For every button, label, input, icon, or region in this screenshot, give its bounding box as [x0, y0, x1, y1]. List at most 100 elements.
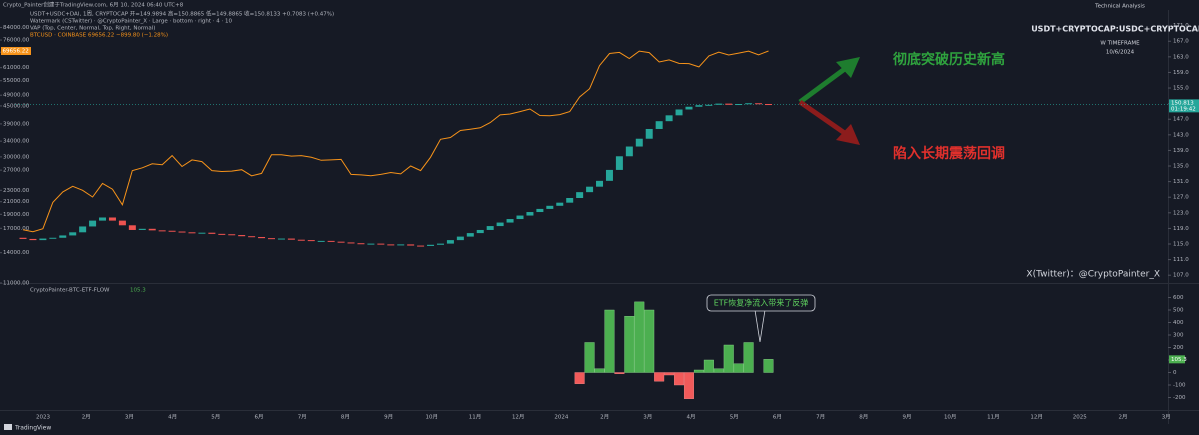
- x-tick-label: 8月: [859, 414, 868, 421]
- candle: [287, 238, 295, 240]
- y-tick-label: 115.0: [1173, 242, 1189, 248]
- candle: [586, 186, 594, 193]
- y2-tick-label: 55000.00: [3, 78, 30, 84]
- last-value-badge: [1169, 355, 1185, 364]
- candle: [436, 243, 444, 245]
- bar: [713, 368, 724, 373]
- y2-tick-label: 30000.00: [3, 154, 30, 160]
- candle: [516, 215, 524, 220]
- y-tick-label: 111.0: [1173, 257, 1189, 263]
- y-tick-label: 0: [1173, 370, 1177, 376]
- legend: BTCUSD · COINBASE: [30, 33, 87, 39]
- candle: [347, 242, 355, 244]
- y-tick-label: 200: [1173, 345, 1184, 351]
- candle: [69, 232, 77, 236]
- y-tick-label: 135.0: [1173, 164, 1189, 170]
- x-tick-label: 10月: [944, 414, 957, 421]
- legend: CryptoPainter-BTC-ETF-FLOW: [30, 288, 110, 294]
- x-tick-label: 7月: [816, 414, 825, 421]
- candle: [387, 244, 395, 246]
- y2-tick-label: 21000.00: [3, 199, 30, 205]
- candle: [715, 103, 723, 105]
- brand-logo: [4, 424, 12, 430]
- bar: [674, 372, 685, 386]
- bar: [604, 309, 615, 373]
- heading: Technical Analysis: [1094, 4, 1145, 10]
- x-tick-label: 9月: [903, 414, 912, 421]
- x-tick-label: 2023: [36, 415, 50, 421]
- y-tick-label: 139.0: [1173, 148, 1189, 154]
- y-tick-label: 300: [1173, 333, 1184, 339]
- candle: [377, 243, 385, 245]
- candle: [725, 103, 733, 105]
- y-tick-label: 167.0: [1173, 39, 1189, 45]
- candle: [576, 192, 584, 198]
- y2-tick-label: 84000.00: [3, 25, 30, 31]
- y2-tick-label: 17000.00: [3, 226, 30, 232]
- candle: [665, 115, 673, 122]
- y2-tick-label: 23000.00: [3, 188, 30, 194]
- callout: ETF恢复净流入带来了反弹: [706, 294, 816, 343]
- bar: [634, 301, 645, 373]
- bar: [574, 372, 585, 384]
- y-tick-label: 127.0: [1173, 195, 1189, 201]
- y-tick-label: 107.0: [1173, 273, 1189, 279]
- y2-tick-label: 11000.00: [3, 281, 30, 287]
- candle: [89, 220, 97, 227]
- x-tick-label: 12月: [1030, 414, 1043, 421]
- watermark: X(Twitter)：@CryptoPainter_X: [1026, 270, 1160, 280]
- candle: [108, 217, 116, 221]
- y-tick-label: 143.0: [1173, 132, 1189, 138]
- bar: [703, 359, 714, 373]
- bar: [723, 344, 734, 373]
- y-tick-label: 155.0: [1173, 86, 1189, 92]
- x-tick-label: 10月: [426, 414, 439, 421]
- candle: [297, 239, 305, 241]
- legend-quote: 69656.22 −899.80 (−1.28%): [88, 33, 168, 39]
- candle: [655, 121, 663, 129]
- y-tick-label: 400: [1173, 320, 1184, 326]
- y-tick-label: -200: [1173, 395, 1186, 401]
- countdown: 01:19:42: [1171, 106, 1196, 112]
- y-tick-label: 159.0: [1173, 70, 1189, 76]
- y2-tick-label: 34000.00: [3, 139, 30, 145]
- candle: [675, 109, 683, 116]
- candle: [268, 238, 275, 240]
- candle: [327, 240, 335, 242]
- candle: [407, 244, 415, 246]
- y-tick-label: 123.0: [1173, 210, 1189, 216]
- x-tick-label: 11月: [987, 414, 1000, 421]
- candle: [19, 237, 27, 239]
- legend: USDT+USDC+DAI, 1周, CRYPTOCAP 开=149.9894 …: [30, 10, 334, 18]
- last-price-label: 150.813: [1171, 100, 1194, 106]
- candle: [466, 233, 474, 237]
- y-tick-label: 147.0: [1173, 117, 1189, 123]
- bar: [654, 372, 665, 382]
- y-tick-label: 131.0: [1173, 179, 1189, 185]
- x-tick-label: 3月: [643, 414, 652, 421]
- candle: [476, 229, 484, 234]
- candle: [258, 236, 266, 239]
- last-value-label: 105.3: [1171, 357, 1187, 363]
- x-tick-label: 6月: [773, 414, 782, 421]
- candle: [735, 104, 743, 106]
- candle: [218, 233, 226, 235]
- candle: [158, 230, 166, 232]
- candle: [367, 243, 375, 245]
- candle: [188, 232, 196, 234]
- y2-tick-label: 49000.00: [3, 93, 30, 99]
- bar: [693, 369, 704, 373]
- bar: [594, 368, 605, 373]
- x-tick-label: 6月: [255, 414, 264, 421]
- last-price-badge: [1169, 99, 1199, 113]
- callout-text: ETF恢复净流入带来了反弹: [714, 298, 809, 308]
- candle: [168, 230, 176, 232]
- candle: [29, 238, 37, 241]
- x-tick-label: 12月: [512, 414, 525, 421]
- y2-tick-label: 61000.00: [3, 65, 30, 71]
- x-tick-label: 3月: [125, 414, 134, 421]
- y2-tick-label: 45000.00: [3, 103, 30, 109]
- y-tick-label: 171.0: [1173, 23, 1189, 29]
- x-tick-label: 2月: [600, 414, 609, 421]
- x-tick-label: 2025: [1073, 415, 1087, 421]
